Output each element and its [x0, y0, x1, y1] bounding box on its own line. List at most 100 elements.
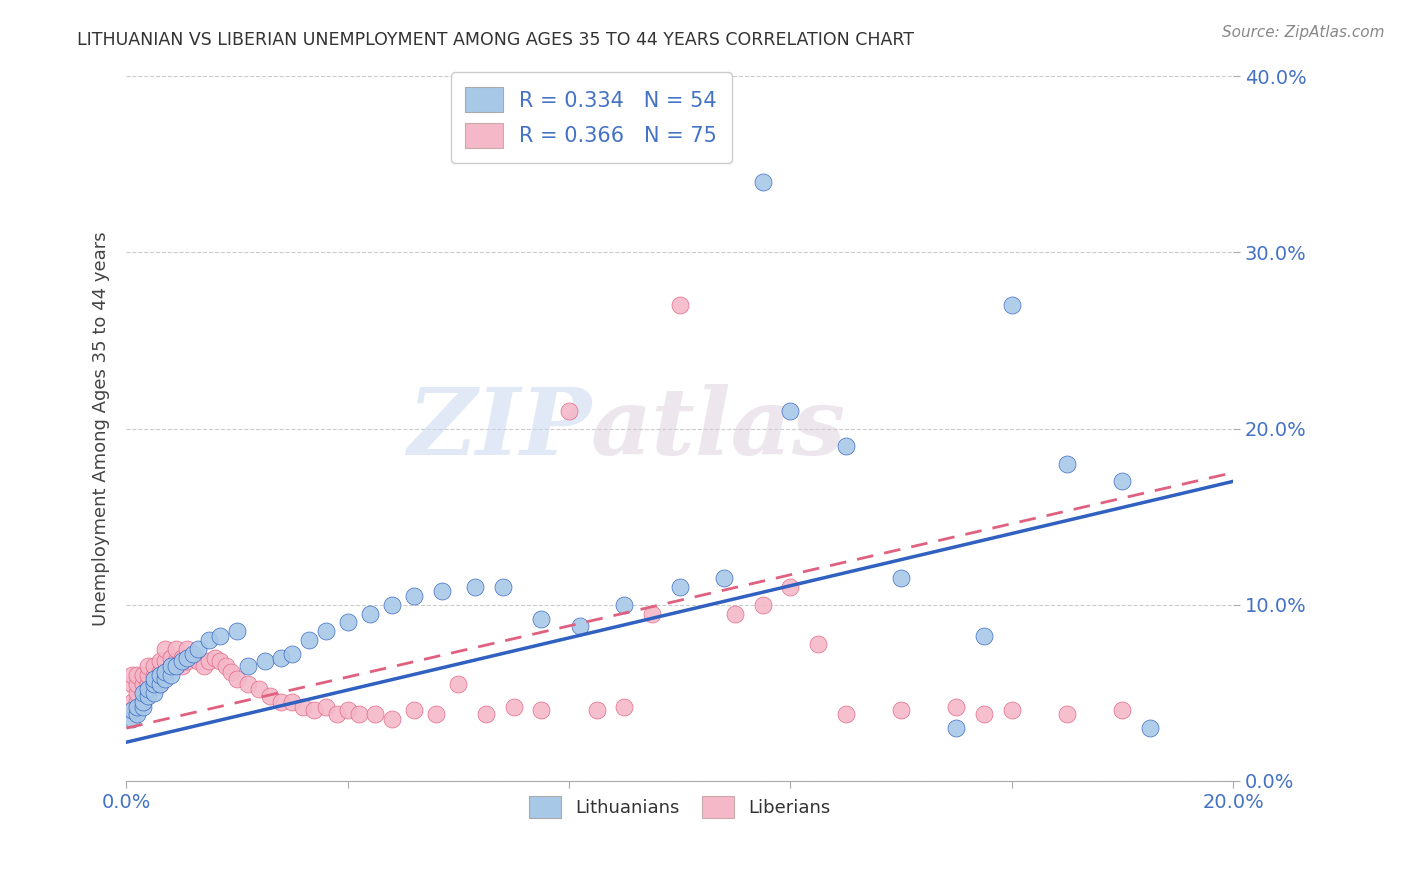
Point — [1001, 704, 1024, 718]
Point — [1111, 704, 1133, 718]
Point — [170, 659, 193, 673]
Point — [835, 706, 858, 721]
Point — [176, 654, 198, 668]
Point — [198, 654, 221, 668]
Point — [281, 647, 304, 661]
Point — [127, 668, 149, 682]
Point — [558, 404, 581, 418]
Point — [641, 607, 664, 621]
Point — [890, 704, 912, 718]
Point — [132, 700, 155, 714]
Point — [973, 630, 995, 644]
Text: atlas: atlas — [591, 384, 846, 474]
Point — [475, 706, 498, 721]
Point — [430, 583, 453, 598]
Point — [751, 598, 773, 612]
Point — [181, 650, 204, 665]
Point — [204, 650, 226, 665]
Point — [127, 706, 149, 721]
Point — [132, 668, 155, 682]
Y-axis label: Unemployment Among Ages 35 to 44 years: Unemployment Among Ages 35 to 44 years — [93, 231, 110, 626]
Point — [835, 439, 858, 453]
Point — [724, 607, 747, 621]
Point — [807, 636, 830, 650]
Point — [143, 677, 166, 691]
Point — [159, 668, 181, 682]
Point — [447, 677, 470, 691]
Point — [304, 704, 326, 718]
Point — [713, 571, 735, 585]
Point — [613, 700, 636, 714]
Text: Source: ZipAtlas.com: Source: ZipAtlas.com — [1222, 25, 1385, 40]
Point — [193, 659, 215, 673]
Point — [402, 704, 425, 718]
Point — [138, 677, 160, 691]
Point — [585, 704, 607, 718]
Point — [226, 672, 249, 686]
Point — [292, 700, 315, 714]
Point — [159, 659, 181, 673]
Point — [121, 704, 143, 718]
Point — [259, 690, 281, 704]
Legend: Lithuanians, Liberians: Lithuanians, Liberians — [522, 789, 838, 825]
Point — [165, 641, 187, 656]
Point — [176, 650, 198, 665]
Point — [148, 668, 170, 682]
Point — [165, 659, 187, 673]
Point — [502, 700, 524, 714]
Point — [973, 706, 995, 721]
Point — [153, 665, 176, 679]
Point — [1056, 457, 1078, 471]
Point — [153, 641, 176, 656]
Point — [121, 704, 143, 718]
Point — [148, 654, 170, 668]
Point — [530, 612, 553, 626]
Point — [127, 700, 149, 714]
Point — [315, 700, 337, 714]
Point — [381, 712, 404, 726]
Point — [270, 650, 292, 665]
Point — [945, 721, 967, 735]
Point — [221, 665, 243, 679]
Point — [464, 580, 486, 594]
Point — [298, 632, 321, 647]
Point — [209, 630, 232, 644]
Point — [491, 580, 513, 594]
Point — [336, 615, 359, 630]
Point — [247, 682, 270, 697]
Point — [613, 598, 636, 612]
Point — [132, 695, 155, 709]
Point — [215, 659, 238, 673]
Point — [569, 619, 592, 633]
Point — [1111, 475, 1133, 489]
Point — [779, 404, 801, 418]
Point — [121, 695, 143, 709]
Point — [187, 641, 209, 656]
Point — [236, 677, 259, 691]
Point — [1139, 721, 1161, 735]
Point — [143, 672, 166, 686]
Point — [779, 580, 801, 594]
Point — [138, 682, 160, 697]
Text: LITHUANIAN VS LIBERIAN UNEMPLOYMENT AMONG AGES 35 TO 44 YEARS CORRELATION CHART: LITHUANIAN VS LIBERIAN UNEMPLOYMENT AMON… — [77, 31, 914, 49]
Point — [751, 175, 773, 189]
Point — [381, 598, 404, 612]
Point — [127, 686, 149, 700]
Point — [209, 654, 232, 668]
Point — [668, 580, 690, 594]
Point — [236, 659, 259, 673]
Point — [668, 298, 690, 312]
Point — [148, 677, 170, 691]
Point — [159, 650, 181, 665]
Point — [121, 712, 143, 726]
Point — [170, 654, 193, 668]
Point — [945, 700, 967, 714]
Point — [153, 654, 176, 668]
Point — [148, 677, 170, 691]
Point — [138, 659, 160, 673]
Point — [159, 659, 181, 673]
Point — [1056, 706, 1078, 721]
Point — [359, 607, 381, 621]
Point — [347, 706, 370, 721]
Point — [425, 706, 447, 721]
